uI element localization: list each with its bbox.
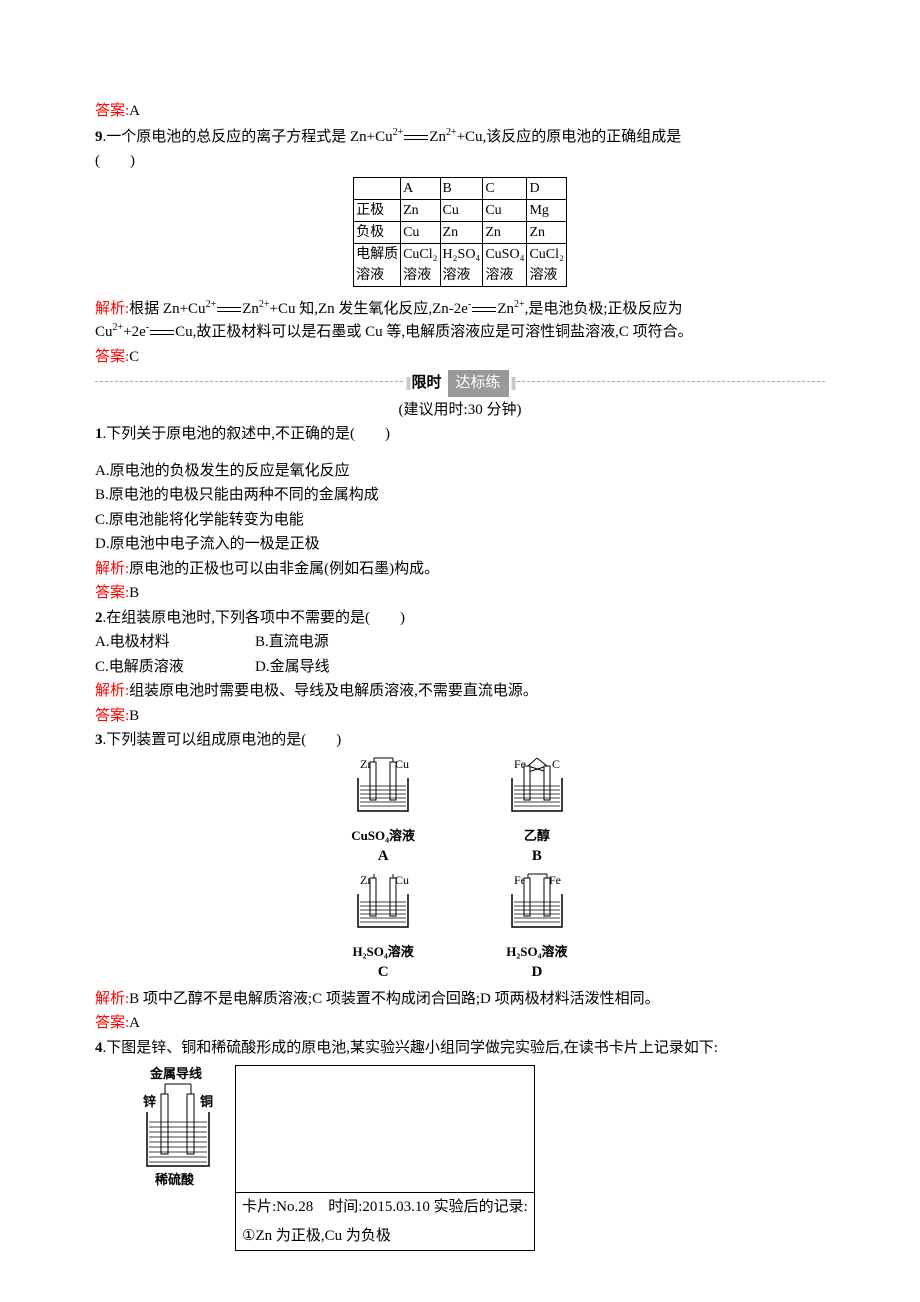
beaker-icon: Zn Cu [338,872,428,942]
p2-answer: 答案:B [95,705,825,728]
section-divider: |||| 限时达标练 |||| [95,370,825,397]
card-line1: ①Zn 为正极,Cu 为负极 [236,1222,535,1251]
p1-optD: D.原电池中电子流入的一极是正极 [95,533,825,556]
svg-text:锌: 锌 [143,1094,156,1109]
arrow-icon [217,307,241,312]
p1-optB: B.原电池的电极只能由两种不同的金属构成 [95,484,825,507]
p1-optC: C.原电池能将化学能转变为电能 [95,509,825,532]
beaker-icon: Zn Cu [338,756,428,826]
svg-text:C: C [552,757,560,771]
beaker-icon: Fe Fe [492,872,582,942]
p1-optA: A.原电池的负极发生的反应是氧化反应 [95,460,825,483]
p3-stem: 3.下列装置可以组成原电池的是( ) [95,729,825,752]
p2-opts-row2: C.电解质溶液D.金属导线 [95,656,825,679]
beaker-icon: 金属导线 锌 铜 稀硫酸 [125,1066,225,1196]
beaker-B: Fe C 乙醇 B [492,756,582,868]
beaker-icon: Fe C [492,756,582,826]
answer-value: A [129,103,140,119]
beaker-D: Fe Fe H₂SO₄溶液 D [492,872,582,984]
p1-analysis: 解析:原电池的正极也可以由非金属(例如石墨)构成。 [95,558,825,581]
arrow-icon [472,307,496,312]
p2-opts-row1: A.电极材料B.直流电源 [95,631,825,654]
p2-analysis: 解析:组装原电池时需要电极、导线及电解质溶液,不需要直流电源。 [95,680,825,703]
p4-stem: 4.下图是锌、铜和稀硫酸形成的原电池,某实验兴趣小组同学做完实验后,在读书卡片上… [95,1037,825,1060]
p3-diagrams-row2: Zn Cu H₂SO₄溶液 C Fe Fe H₂SO₄溶液 [95,872,825,984]
q9-number: 9 [95,129,103,145]
table-row: 负极 Cu Zn Zn Zn [354,221,567,243]
q9-paren: ( ) [95,150,825,173]
table-row: 溶液 溶液 溶液 溶液 溶液 [354,265,567,287]
svg-text:金属导线: 金属导线 [149,1066,202,1081]
answer-label: 答案: [95,103,129,119]
p1-stem: 1.下列关于原电池的叙述中,不正确的是( ) [95,423,825,446]
table-row: 电解质 CuCl₂ H₂SO₄ CuSO₄ CuCl₂ [354,243,567,265]
p1-answer: 答案:B [95,582,825,605]
q9-analysis: 解析:根据 Zn+Cu2+Zn2++Cu 知,Zn 发生氧化反应,Zn-2e-Z… [95,297,825,344]
svg-text:Cu: Cu [395,873,409,887]
beaker-C: Zn Cu H₂SO₄溶液 C [338,872,428,984]
arrow-icon [150,330,174,335]
svg-text:Fe: Fe [549,873,561,887]
q9-answer: 答案:C [95,346,825,369]
p3-analysis: 解析:B 项中乙醇不是电解质溶液;C 项装置不构成闭合回路;D 项两极材料活泼性… [95,988,825,1011]
q8-answer: 答案:A [95,100,825,123]
table-row: 正极 Zn Cu Cu Mg [354,199,567,221]
p3-answer: 答案:A [95,1012,825,1035]
q9-stem: 9.一个原电池的总反应的离子方程式是 Zn+Cu2+Zn2++Cu,该反应的原电… [95,125,825,149]
q9-table: A B C D 正极 Zn Cu Cu Mg 负极 Cu Zn Zn Zn 电解… [353,177,567,287]
card-header: 卡片:No.28 时间:2015.03.10 实验后的记录: [236,1193,535,1222]
table-row: A B C D [354,177,567,199]
p3-diagrams-row1: Zn Cu CuSO₄溶液 A Fe C 乙 [95,756,825,868]
p2-stem: 2.在组装原电池时,下列各项中不需要的是( ) [95,607,825,630]
svg-text:Cu: Cu [395,757,409,771]
arrow-icon [404,135,428,140]
beaker-A: Zn Cu CuSO₄溶液 A [338,756,428,868]
svg-text:铜: 铜 [199,1094,213,1109]
p4-card: 金属导线 锌 铜 稀硫酸 卡片:No.28 时间:2015.03.10 实验后的… [95,1065,535,1251]
svg-text:稀硫酸: 稀硫酸 [155,1172,195,1187]
time-hint: (建议用时:30 分钟) [95,399,825,422]
